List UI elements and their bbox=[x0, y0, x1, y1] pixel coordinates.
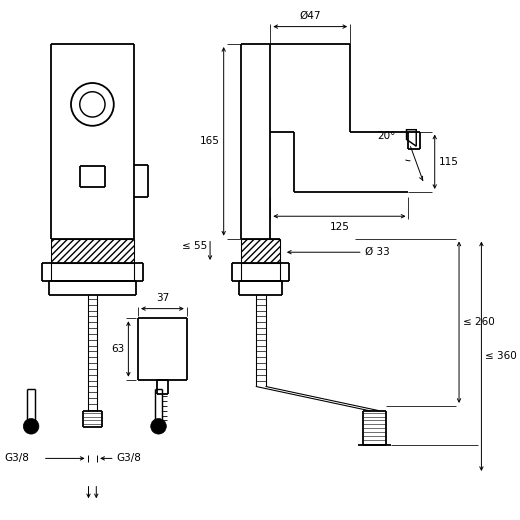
Circle shape bbox=[151, 419, 166, 434]
Text: 115: 115 bbox=[438, 157, 459, 167]
Text: ≤ 55: ≤ 55 bbox=[182, 241, 207, 251]
Polygon shape bbox=[50, 239, 134, 263]
Text: 125: 125 bbox=[330, 222, 349, 232]
Polygon shape bbox=[407, 129, 416, 146]
Text: 20°: 20° bbox=[377, 132, 395, 141]
Text: ≤ 260: ≤ 260 bbox=[463, 317, 495, 327]
Text: 63: 63 bbox=[111, 344, 124, 354]
Text: G3/8: G3/8 bbox=[5, 453, 30, 463]
Text: G3/8: G3/8 bbox=[116, 453, 141, 463]
Text: Ø47: Ø47 bbox=[300, 11, 321, 21]
Text: 165: 165 bbox=[200, 136, 220, 146]
Text: 37: 37 bbox=[156, 293, 169, 303]
Text: ≤ 360: ≤ 360 bbox=[485, 352, 517, 361]
Polygon shape bbox=[241, 239, 280, 263]
Circle shape bbox=[23, 419, 39, 434]
Text: Ø 33: Ø 33 bbox=[365, 247, 389, 257]
